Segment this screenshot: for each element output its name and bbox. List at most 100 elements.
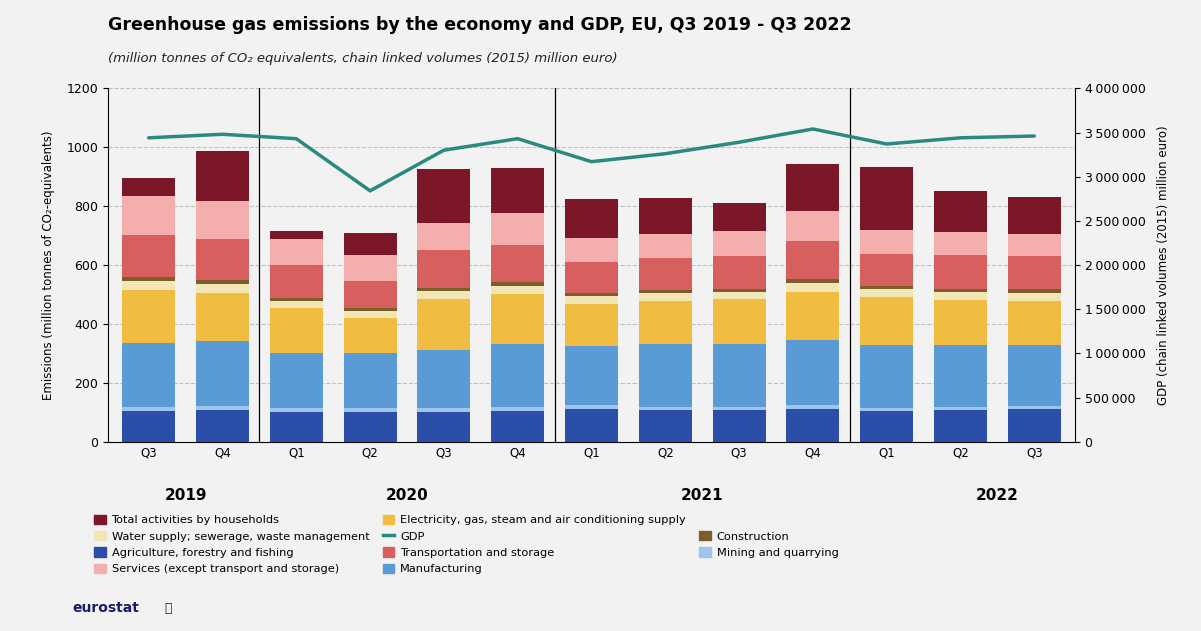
- Bar: [123, 281, 175, 290]
- Bar: [787, 409, 839, 442]
- Bar: [123, 406, 175, 411]
- Bar: [343, 309, 396, 311]
- Bar: [860, 411, 913, 442]
- Bar: [787, 292, 839, 339]
- Bar: [860, 297, 913, 345]
- Bar: [712, 232, 766, 256]
- Bar: [639, 290, 692, 293]
- Bar: [1008, 197, 1060, 233]
- Bar: [343, 353, 396, 408]
- Bar: [860, 230, 913, 254]
- Bar: [934, 288, 987, 292]
- Bar: [417, 288, 471, 292]
- Bar: [491, 344, 544, 407]
- Bar: [343, 255, 396, 281]
- Bar: [270, 309, 323, 353]
- Bar: [564, 409, 619, 442]
- Bar: [417, 411, 471, 442]
- Bar: [417, 408, 471, 411]
- Bar: [343, 233, 396, 255]
- Bar: [564, 296, 619, 304]
- Bar: [712, 292, 766, 300]
- Bar: [787, 339, 839, 405]
- Bar: [196, 410, 249, 442]
- Bar: [1008, 410, 1060, 442]
- Bar: [1008, 290, 1060, 293]
- Bar: [491, 411, 544, 442]
- Bar: [196, 280, 249, 285]
- Bar: [934, 407, 987, 411]
- Bar: [417, 299, 471, 350]
- Bar: [270, 231, 323, 239]
- Bar: [491, 286, 544, 294]
- Bar: [123, 343, 175, 406]
- Bar: [417, 169, 471, 223]
- Bar: [417, 292, 471, 299]
- Bar: [491, 294, 544, 344]
- Bar: [270, 239, 323, 265]
- Bar: [712, 406, 766, 410]
- Bar: [123, 178, 175, 196]
- Text: Greenhouse gas emissions by the economy and GDP, EU, Q3 2019 - Q3 2022: Greenhouse gas emissions by the economy …: [108, 16, 852, 34]
- Text: 2021: 2021: [681, 488, 723, 503]
- Bar: [787, 279, 839, 283]
- Bar: [491, 407, 544, 411]
- Bar: [639, 258, 692, 290]
- Bar: [196, 239, 249, 280]
- Bar: [343, 318, 396, 353]
- Bar: [787, 283, 839, 292]
- Bar: [564, 293, 619, 296]
- Bar: [934, 345, 987, 407]
- Bar: [123, 235, 175, 276]
- Bar: [934, 411, 987, 442]
- Bar: [712, 345, 766, 406]
- Bar: [564, 405, 619, 409]
- Bar: [564, 239, 619, 262]
- Bar: [343, 281, 396, 309]
- Bar: [491, 168, 544, 213]
- Bar: [196, 151, 249, 201]
- Bar: [639, 300, 692, 345]
- Bar: [270, 265, 323, 298]
- Y-axis label: GDP (chain linked volumes (2015) million euro): GDP (chain linked volumes (2015) million…: [1157, 125, 1170, 405]
- Text: eurostat: eurostat: [72, 601, 139, 615]
- Bar: [270, 411, 323, 442]
- Bar: [860, 254, 913, 286]
- Bar: [787, 163, 839, 211]
- Bar: [417, 251, 471, 288]
- Bar: [196, 293, 249, 341]
- Bar: [491, 213, 544, 245]
- Bar: [712, 203, 766, 232]
- Bar: [196, 201, 249, 239]
- Y-axis label: Emissions (million tonnes of CO₂-equivalents): Emissions (million tonnes of CO₂-equival…: [42, 130, 55, 400]
- Bar: [270, 353, 323, 408]
- Bar: [639, 198, 692, 234]
- Bar: [787, 242, 839, 279]
- Bar: [860, 345, 913, 408]
- Bar: [712, 256, 766, 288]
- Bar: [343, 411, 396, 442]
- Bar: [1008, 233, 1060, 256]
- Bar: [491, 245, 544, 283]
- Bar: [1008, 256, 1060, 290]
- Bar: [270, 408, 323, 411]
- Text: ⓔ: ⓔ: [165, 601, 172, 615]
- Bar: [787, 405, 839, 409]
- Bar: [270, 301, 323, 309]
- Text: 2020: 2020: [386, 488, 429, 503]
- Bar: [860, 167, 913, 230]
- Bar: [196, 285, 249, 293]
- Bar: [123, 196, 175, 235]
- Bar: [564, 304, 619, 346]
- Bar: [123, 290, 175, 343]
- Bar: [1008, 300, 1060, 345]
- Bar: [564, 199, 619, 239]
- Bar: [1008, 293, 1060, 300]
- Bar: [196, 406, 249, 410]
- Legend: Total activities by households, Water supply; sewerage, waste management, Agricu: Total activities by households, Water su…: [95, 514, 838, 574]
- Text: 2019: 2019: [165, 488, 207, 503]
- Bar: [343, 311, 396, 318]
- Bar: [639, 345, 692, 406]
- Bar: [934, 300, 987, 345]
- Bar: [1008, 345, 1060, 406]
